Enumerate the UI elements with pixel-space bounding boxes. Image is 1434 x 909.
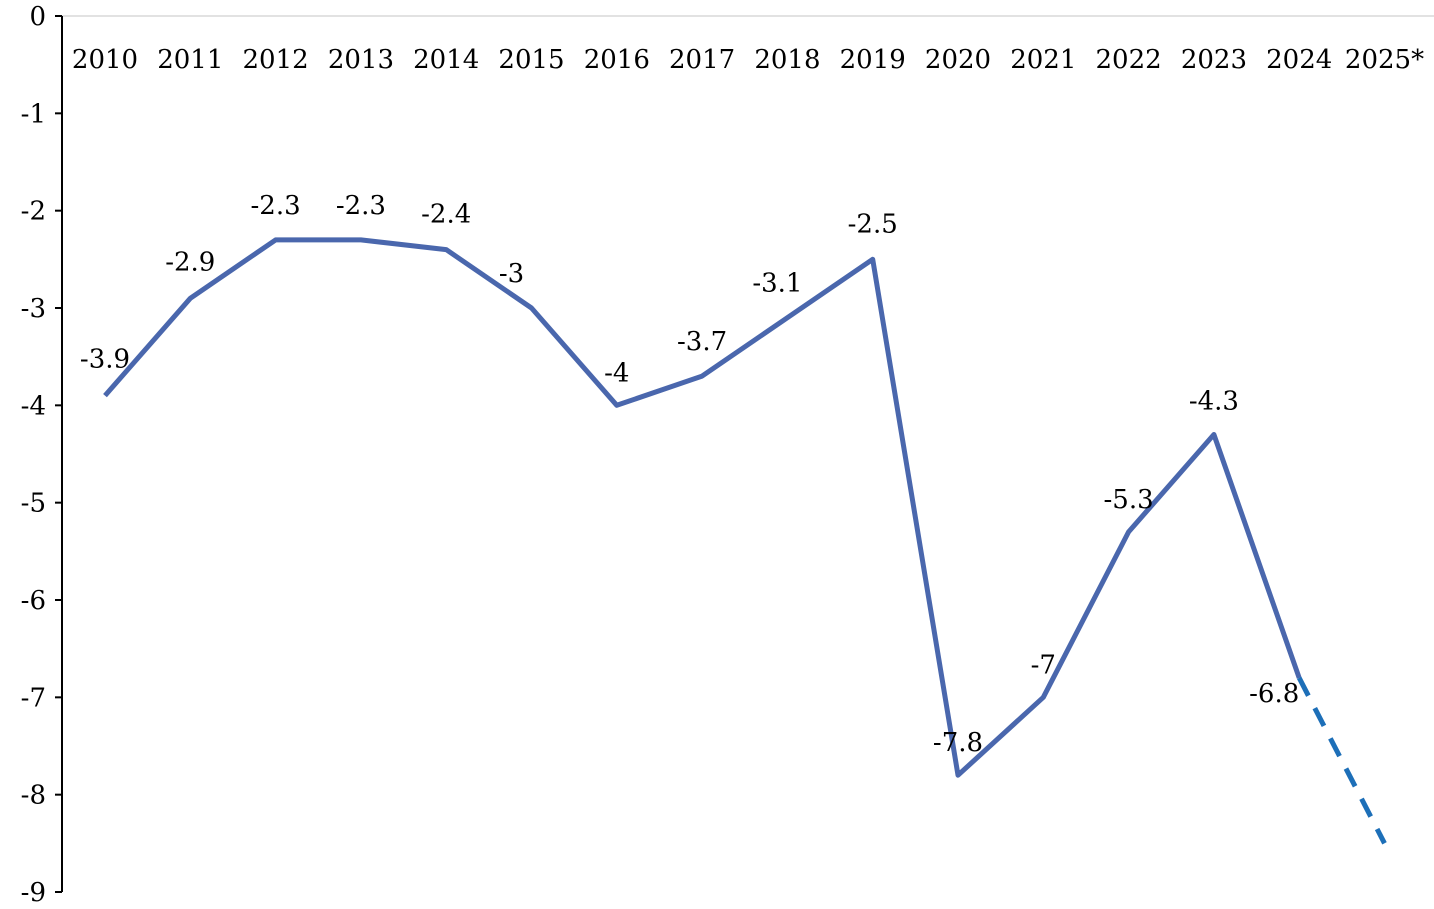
data-label: -3.9 [80,345,130,375]
data-label: -2.4 [421,200,471,230]
x-tick-label: 2017 [669,45,735,75]
x-axis: 2010 2011 2012 2013 2014 2015 2016 2017 2018 2019… [72,45,1424,75]
forecast-series-line [1296,676,1387,845]
data-label: -5.3 [1104,485,1154,515]
data-label: -2.3 [251,191,301,221]
x-tick-label: 2014 [413,45,479,75]
actual-series-line [103,237,1302,778]
x-tick-label: 2013 [328,45,394,75]
y-tick-label: -9 [21,878,46,908]
x-tick-label: 2020 [925,45,991,75]
y-tick-label: -7 [21,683,46,713]
data-label: -6.8 [1249,679,1299,709]
data-label: -3.1 [752,269,802,299]
y-tick-label: -6 [21,586,46,616]
data-label: -3.7 [677,327,727,357]
y-tick-label: 0 [29,2,46,32]
y-tick-label: -4 [21,391,46,421]
y-tick-label: -8 [21,781,46,811]
data-label: -7 [1031,650,1056,680]
data-label: -4.3 [1189,387,1239,417]
x-tick-label: 2019 [840,45,906,75]
x-tick-label: 2011 [157,45,223,75]
y-tick-label: -5 [21,489,46,519]
data-labels: -3.9 -2.9 -2.3 -2.3 -2.4 -3 -4 -3.7 -3.1 -2.5 -7.8… [80,191,1299,758]
x-tick-label: 2022 [1096,45,1162,75]
data-label: -2.9 [165,247,215,277]
x-tick-label: 2021 [1010,45,1076,75]
y-axis: 0 -1 -2 -3 -4 -5 -6 -7 -8 -9 [21,2,62,908]
x-tick-label: 2016 [584,45,650,75]
series-line [103,237,1387,845]
x-tick-label: 2023 [1181,45,1247,75]
x-tick-label: 2025* [1345,45,1424,75]
y-tick-label: -3 [21,294,46,324]
x-tick-label: 2012 [243,45,309,75]
data-label: -2.5 [848,209,898,239]
y-tick-label: -2 [21,197,46,227]
x-tick-label: 2018 [754,45,820,75]
data-label: -4 [604,358,629,388]
y-tick-label: -1 [21,99,46,129]
data-label: -2.3 [336,191,386,221]
data-label: -3 [499,259,524,289]
x-tick-label: 2015 [498,45,564,75]
data-label: -7.8 [933,728,983,758]
x-tick-label: 2024 [1266,45,1332,75]
x-tick-label: 2010 [72,45,138,75]
